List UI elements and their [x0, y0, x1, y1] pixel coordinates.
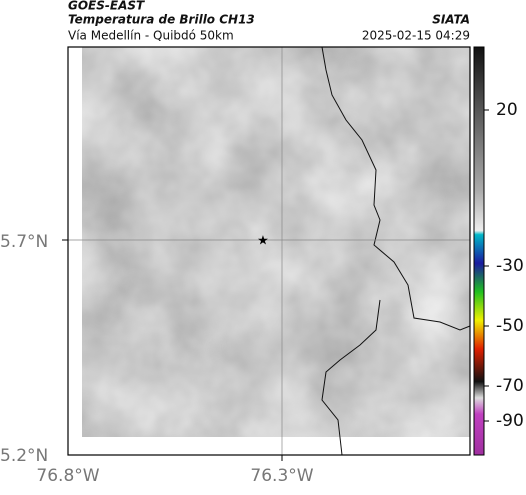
colorbar-label: -30 [496, 256, 524, 276]
route: Vía Medellín - Quibdó 50km [68, 29, 234, 43]
lon-label: 76.3°W [250, 466, 313, 486]
colorbar-label: -90 [496, 411, 524, 431]
lat-label: 5.7°N [0, 232, 48, 252]
timestamp: 2025-02-15 04:29 [362, 29, 470, 43]
border [321, 46, 471, 331]
colorbar [473, 46, 485, 456]
colorbar-label: -50 [496, 316, 524, 336]
lat-label: 5.2°N [0, 446, 48, 466]
border [321, 299, 381, 456]
brand: SIATA [432, 13, 470, 27]
colorbar-label: -70 [496, 376, 524, 396]
title: GOES-EAST [68, 0, 145, 13]
colorbar-ticks: 20 -30 -50 -70 -90 [484, 100, 524, 431]
location-marker: ★ [257, 234, 269, 249]
subtitle: Temperatura de Brillo CH13 [68, 13, 255, 27]
lon-label: 76.8°W [36, 466, 99, 486]
map-frame [67, 46, 471, 456]
satellite-image [82, 47, 470, 437]
colorbar-label: 20 [496, 100, 518, 120]
